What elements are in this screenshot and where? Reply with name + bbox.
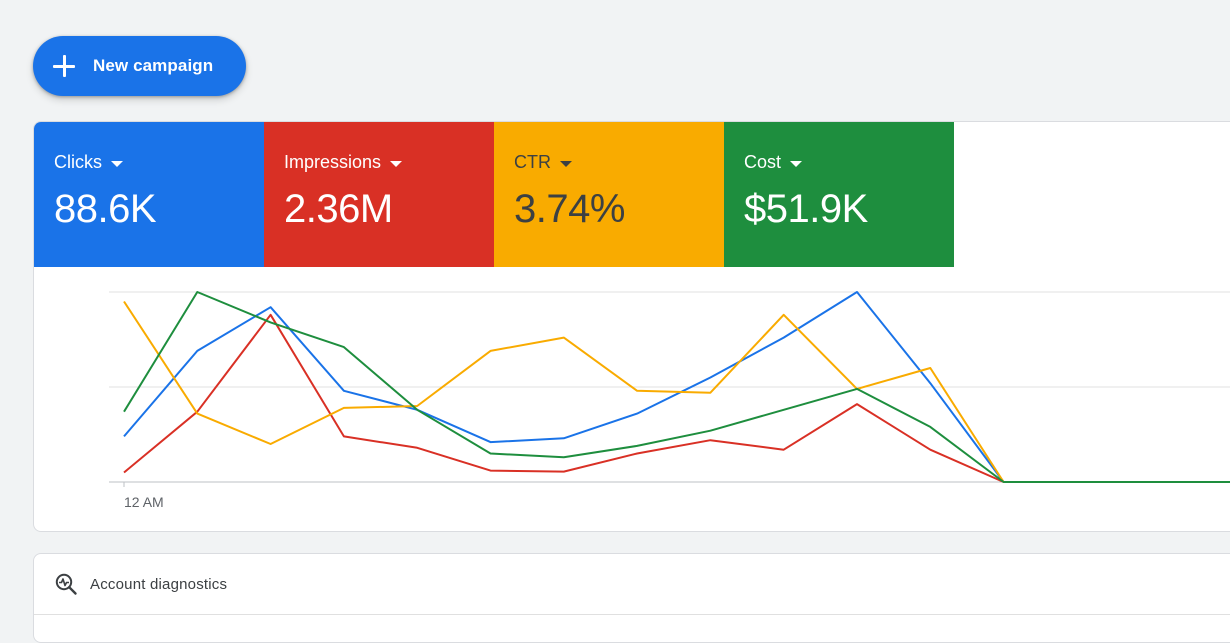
new-campaign-button[interactable]: New campaign <box>33 36 246 96</box>
metric-tile-ctr[interactable]: CTR 3.74% <box>494 122 724 267</box>
metric-tile-cost[interactable]: Cost $51.9K <box>724 122 954 267</box>
account-diagnostics-panel[interactable]: Account diagnostics <box>33 553 1230 643</box>
performance-card: Clicks 88.6K Impressions 2.36M CTR 3.74%… <box>33 121 1230 532</box>
metric-tile-clicks[interactable]: Clicks 88.6K <box>34 122 264 267</box>
dropdown-caret-icon[interactable] <box>111 160 123 167</box>
new-campaign-label: New campaign <box>93 56 214 75</box>
plus-icon <box>53 55 75 77</box>
series-line-2 <box>123 313 1230 483</box>
metric-label: Cost <box>744 152 782 172</box>
metric-value: 88.6K <box>54 187 157 231</box>
account-diagnostics-label: Account diagnostics <box>90 575 228 593</box>
divider <box>34 614 1230 615</box>
metric-label: CTR <box>514 152 551 172</box>
diagnostics-search-icon <box>55 573 77 595</box>
metric-tile-impressions[interactable]: Impressions 2.36M <box>264 122 494 267</box>
metric-value: $51.9K <box>744 187 868 231</box>
series-line-4 <box>123 291 1230 483</box>
metric-tiles: Clicks 88.6K Impressions 2.36M CTR 3.74%… <box>34 122 954 267</box>
dropdown-caret-icon[interactable] <box>790 160 803 167</box>
metric-label: Impressions <box>284 152 382 172</box>
metric-value: 2.36M <box>284 187 393 231</box>
metric-value: 3.74% <box>514 187 625 231</box>
x-axis-label-start: 12 AM <box>124 494 164 510</box>
performance-line-chart: 12 AM <box>109 291 1230 510</box>
metric-label: Clicks <box>54 152 102 172</box>
dropdown-caret-icon[interactable] <box>390 160 403 167</box>
dropdown-caret-icon[interactable] <box>560 160 572 167</box>
